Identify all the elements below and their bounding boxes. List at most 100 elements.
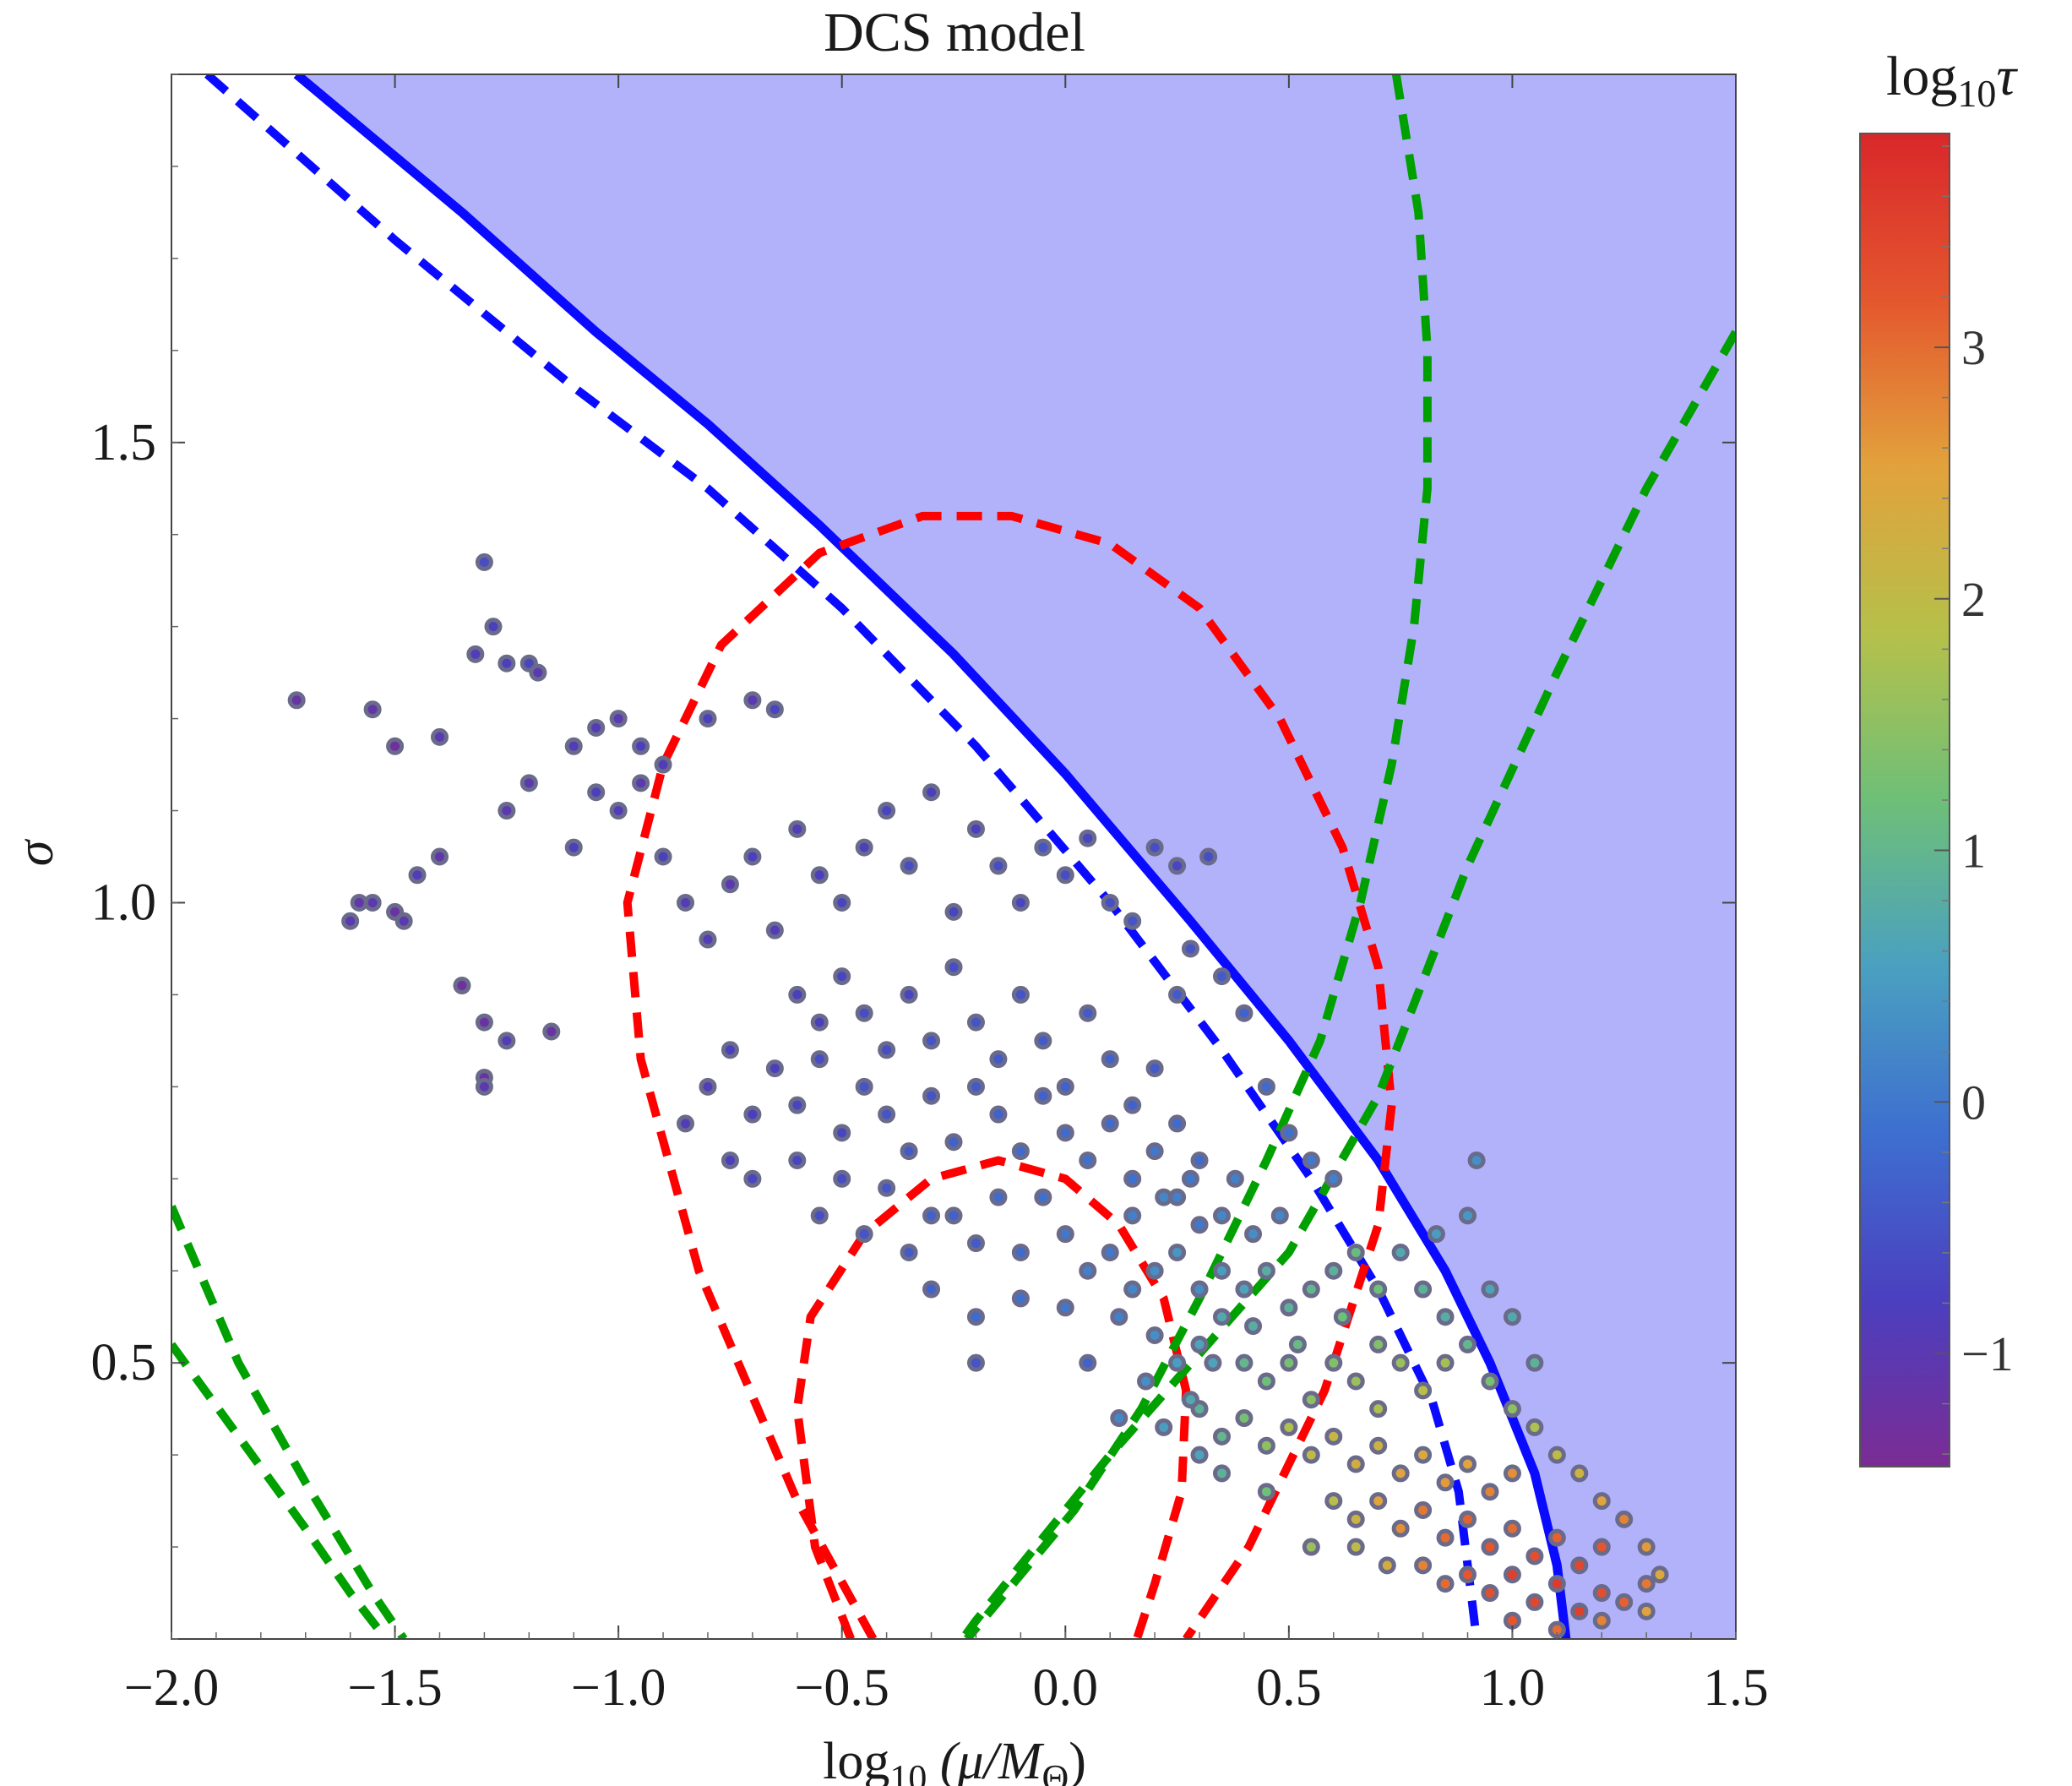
scatter-point xyxy=(1168,1353,1187,1372)
scatter-point xyxy=(1570,1464,1589,1483)
scatter-point xyxy=(1369,1280,1388,1299)
scatter-point xyxy=(1459,1335,1477,1353)
scatter-point xyxy=(922,1280,941,1299)
scatter-point xyxy=(1324,1427,1343,1446)
scatter-point xyxy=(1288,1335,1307,1353)
scatter-point xyxy=(721,1041,739,1059)
scatter-point xyxy=(743,1105,762,1124)
scatter-point xyxy=(900,1142,918,1161)
scatter-point xyxy=(1257,1483,1275,1501)
scatter-point xyxy=(1467,1152,1486,1170)
scatter-point xyxy=(587,783,606,802)
scatter-point xyxy=(1637,1575,1656,1593)
colorbar-label-sym: τ xyxy=(1996,46,2018,107)
scatter-point xyxy=(699,1077,717,1096)
scatter-point xyxy=(1333,1308,1351,1326)
scatter-point xyxy=(1391,1464,1410,1483)
y-tick-label: 1.0 xyxy=(91,874,157,931)
scatter-point xyxy=(966,819,985,838)
scatter-point xyxy=(1155,1188,1173,1206)
scatter-point xyxy=(944,902,963,921)
scatter-point xyxy=(475,1013,493,1032)
scatter-point xyxy=(1034,1188,1052,1206)
chart-title: DCS model xyxy=(824,2,1085,63)
y-axis-label: σ xyxy=(7,838,64,866)
scatter-point xyxy=(1079,829,1097,847)
scatter-point xyxy=(966,1234,985,1253)
scatter-point xyxy=(878,1179,896,1197)
scatter-point xyxy=(1459,1565,1477,1584)
scatter-point xyxy=(1592,1584,1611,1603)
scatter-point xyxy=(519,774,538,792)
scatter-point xyxy=(1280,1418,1298,1436)
scatter-point xyxy=(1270,1206,1289,1225)
scatter-point xyxy=(453,977,471,995)
scatter-point xyxy=(1570,1602,1589,1620)
scatter-point xyxy=(855,1077,873,1096)
scatter-point xyxy=(1302,1446,1320,1464)
scatter-point xyxy=(1181,939,1199,958)
scatter-point xyxy=(833,893,851,912)
scatter-point xyxy=(1481,1584,1499,1603)
scatter-point xyxy=(1034,1032,1052,1050)
scatter-point xyxy=(855,1004,873,1022)
scatter-point xyxy=(788,1096,807,1114)
scatter-point xyxy=(765,700,784,719)
scatter-point xyxy=(1190,1446,1209,1464)
scatter-point xyxy=(833,967,851,986)
scatter-point xyxy=(1145,1326,1164,1344)
scatter-point xyxy=(1011,1142,1030,1161)
scatter-point xyxy=(1123,1169,1142,1188)
scatter-point xyxy=(1145,1059,1164,1078)
scatter-point xyxy=(1302,1152,1320,1170)
scatter-point xyxy=(1547,1575,1566,1593)
colorbar-tick-label: 1 xyxy=(1961,824,1986,879)
scatter-point xyxy=(1212,967,1231,986)
scatter-point xyxy=(1110,1308,1128,1326)
x-axis-label-msub: Θ xyxy=(1041,1757,1069,1786)
scatter-point xyxy=(341,912,360,930)
scatter-point xyxy=(1414,1280,1433,1299)
scatter-point xyxy=(1056,1299,1074,1317)
scatter-point xyxy=(1414,1446,1433,1464)
scatter-point xyxy=(1110,1409,1128,1428)
scatter-point xyxy=(1011,1289,1030,1308)
scatter-point xyxy=(1079,1261,1097,1280)
scatter-point xyxy=(1378,1556,1396,1575)
scatter-point xyxy=(900,857,918,875)
scatter-point xyxy=(408,866,427,885)
scatter-point xyxy=(632,774,650,792)
y-tick-label: 0.5 xyxy=(91,1334,157,1391)
scatter-point xyxy=(1503,1308,1521,1326)
scatter-point xyxy=(1369,1492,1388,1511)
colorbar-label: log10τ xyxy=(1886,46,2018,115)
scatter-point xyxy=(1034,838,1052,857)
scatter-point xyxy=(810,866,829,885)
scatter-point xyxy=(1212,1206,1231,1225)
scatter-point xyxy=(810,1206,829,1225)
scatter-point xyxy=(810,1050,829,1069)
scatter-point xyxy=(1056,1124,1074,1142)
scatter-point xyxy=(466,645,485,663)
x-axis-label-rest: (μ/M xyxy=(927,1733,1044,1786)
y-tick-label: 1.5 xyxy=(91,414,157,471)
scatter-point xyxy=(1324,1492,1343,1511)
scatter-point xyxy=(1436,1473,1455,1492)
scatter-point xyxy=(1101,893,1119,912)
scatter-point xyxy=(1547,1528,1566,1547)
colorbar-label-base: log xyxy=(1886,46,1957,107)
scatter-point xyxy=(1637,1538,1656,1556)
scatter-point xyxy=(1459,1510,1477,1528)
scatter-point xyxy=(1056,1225,1074,1244)
scatter-point xyxy=(1525,1547,1544,1565)
scatter-point xyxy=(878,802,896,820)
colorbar-tick-label: −1 xyxy=(1961,1326,2014,1381)
scatter-point xyxy=(430,727,449,746)
scatter-point xyxy=(833,1169,851,1188)
colorbar-label-sub: 10 xyxy=(1957,72,1996,115)
scatter-point xyxy=(1436,1528,1455,1547)
scatter-point xyxy=(1190,1335,1209,1353)
scatter-point xyxy=(1145,838,1164,857)
scatter-point xyxy=(1034,1086,1052,1105)
